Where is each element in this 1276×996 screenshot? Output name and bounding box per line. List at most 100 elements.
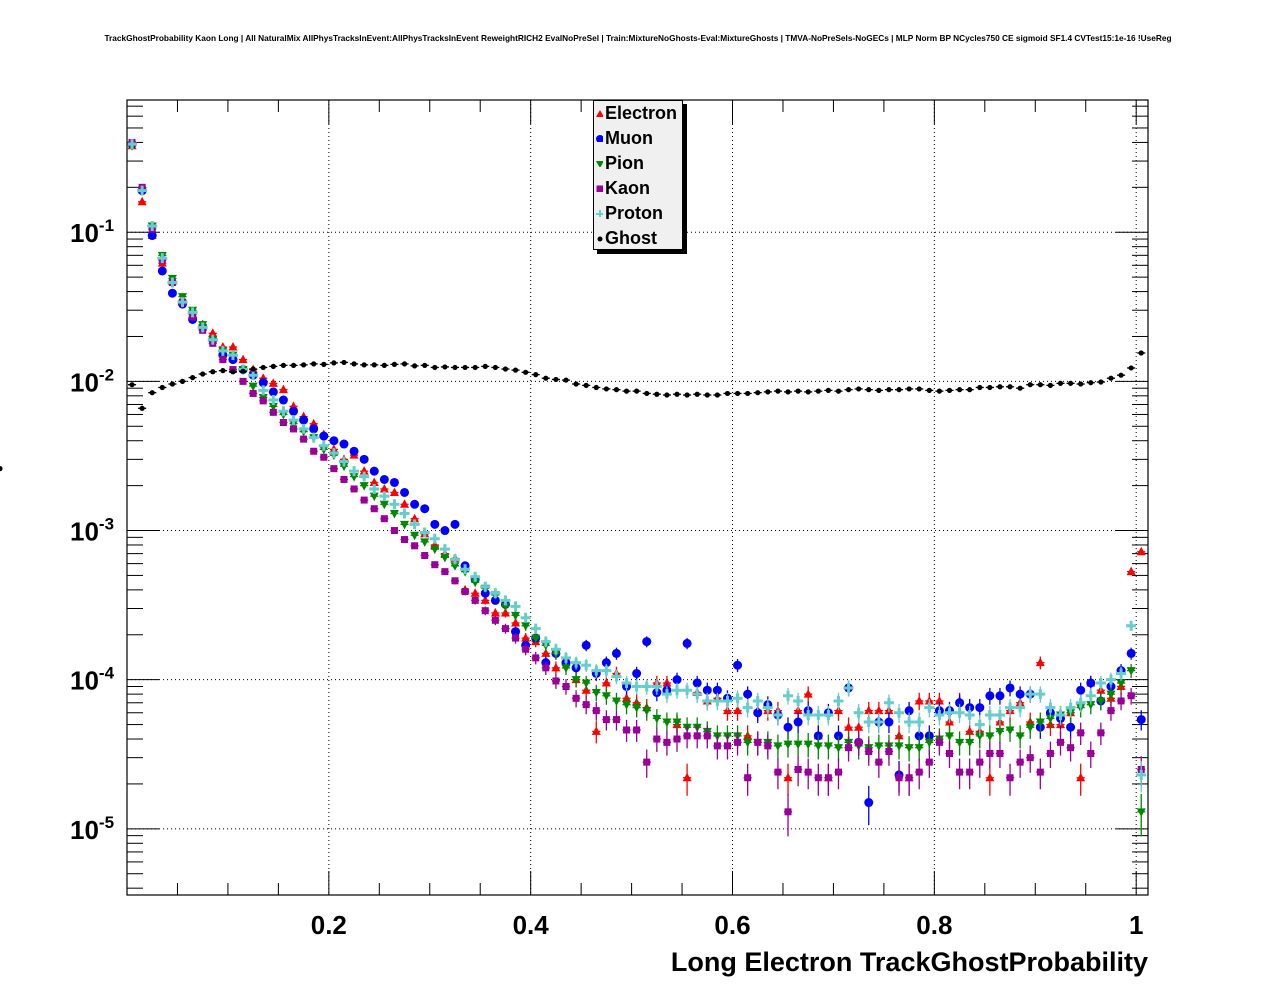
marker-triangle-down bbox=[1035, 718, 1045, 728]
marker-square bbox=[1107, 707, 1115, 715]
marker-triangle-up bbox=[985, 772, 995, 782]
marker-square bbox=[1087, 749, 1095, 757]
data-point bbox=[571, 672, 581, 688]
data-point bbox=[975, 699, 985, 718]
x-tick-labels: 0.2 0.4 0.6 0.8 1 bbox=[311, 910, 1144, 940]
marker-circle bbox=[319, 431, 329, 441]
legend: Electron Muon Pion Kaon Proton Ghost bbox=[593, 100, 683, 250]
marker-small-circle bbox=[674, 391, 680, 397]
marker-triangle-down bbox=[389, 510, 399, 519]
marker-small-circle bbox=[290, 362, 297, 368]
data-point bbox=[521, 643, 530, 656]
marker-square bbox=[411, 542, 419, 550]
marker-cross bbox=[399, 508, 410, 519]
marker-cross bbox=[934, 709, 945, 720]
data-point bbox=[693, 391, 702, 397]
marker-square bbox=[340, 475, 348, 483]
marker-small-circle bbox=[1128, 365, 1134, 371]
marker-small-circle bbox=[916, 386, 922, 392]
marker-circle bbox=[167, 288, 177, 298]
marker-small-circle bbox=[553, 376, 559, 383]
data-point bbox=[329, 436, 339, 446]
data-point bbox=[1126, 566, 1136, 576]
marker-triangle-down bbox=[1015, 732, 1025, 741]
marker-square bbox=[623, 726, 631, 734]
data-point bbox=[248, 370, 259, 381]
marker-triangle-down bbox=[430, 545, 440, 555]
marker-small-circle bbox=[442, 364, 448, 370]
data-point bbox=[915, 758, 924, 790]
marker-small-circle bbox=[815, 388, 821, 394]
marker-cross bbox=[470, 571, 481, 582]
data-point bbox=[1095, 675, 1106, 692]
marker-square bbox=[734, 738, 742, 746]
data-point bbox=[187, 307, 198, 318]
marker-triangle-up bbox=[914, 695, 924, 705]
data-point bbox=[642, 390, 651, 397]
data-point bbox=[713, 734, 722, 760]
data-point bbox=[772, 705, 783, 726]
data-point bbox=[400, 499, 410, 508]
marker-circle bbox=[601, 658, 611, 668]
marker-small-circle bbox=[977, 384, 983, 391]
marker-circle bbox=[490, 595, 500, 605]
data-point bbox=[551, 661, 561, 675]
data-point bbox=[713, 392, 722, 398]
marker-triangle-down bbox=[904, 744, 914, 753]
data-point bbox=[672, 728, 682, 752]
marker-small-circle bbox=[250, 366, 256, 372]
data-point bbox=[904, 736, 914, 762]
marker-circle bbox=[450, 519, 460, 529]
marker-cross bbox=[924, 702, 935, 713]
data-point bbox=[197, 322, 208, 333]
data-point bbox=[1116, 666, 1127, 681]
marker-small-circle bbox=[210, 369, 216, 375]
data-point bbox=[1005, 680, 1015, 697]
data-point bbox=[793, 692, 804, 711]
marker-circle bbox=[278, 395, 288, 405]
marker-small-circle bbox=[997, 384, 1003, 390]
data-point bbox=[632, 699, 642, 718]
marker-small-circle bbox=[412, 363, 418, 369]
marker-circle bbox=[1126, 648, 1136, 658]
data-point bbox=[178, 378, 187, 384]
data-point bbox=[360, 362, 369, 368]
data-point bbox=[299, 435, 308, 443]
marker-circle bbox=[339, 439, 349, 449]
marker-cross bbox=[1075, 697, 1086, 708]
marker-square bbox=[966, 768, 974, 776]
marker-small-circle bbox=[684, 392, 690, 398]
marker-small-circle bbox=[745, 390, 751, 397]
data-point bbox=[925, 387, 934, 393]
marker-triangle-down bbox=[420, 538, 430, 547]
data-point bbox=[248, 382, 258, 392]
data-point bbox=[258, 378, 268, 388]
y-tick-label: 10-1 bbox=[70, 216, 114, 248]
marker-triangle-down bbox=[521, 622, 531, 631]
marker-cross bbox=[379, 491, 390, 502]
marker-square bbox=[441, 568, 449, 576]
data-point bbox=[632, 388, 641, 394]
data-point bbox=[995, 384, 1004, 390]
marker-cross bbox=[752, 695, 763, 706]
data-point bbox=[440, 526, 450, 536]
marker-cross bbox=[429, 533, 440, 544]
data-point bbox=[1076, 763, 1086, 796]
marker-small-circle bbox=[785, 389, 791, 395]
data-point bbox=[419, 527, 430, 538]
data-point bbox=[1045, 699, 1056, 718]
data-point bbox=[1126, 620, 1137, 631]
marker-circle bbox=[632, 668, 642, 678]
marker-square bbox=[1117, 697, 1125, 705]
marker-cross bbox=[560, 652, 571, 663]
data-point bbox=[1016, 385, 1025, 391]
marker-cross bbox=[762, 702, 773, 713]
data-point bbox=[400, 361, 409, 367]
data-point bbox=[490, 588, 501, 599]
data-point bbox=[318, 440, 329, 451]
marker-triangle-down bbox=[944, 732, 954, 741]
marker-triangle-up bbox=[934, 695, 944, 705]
data-point bbox=[380, 362, 389, 368]
data-point bbox=[945, 741, 954, 769]
data-point bbox=[359, 482, 369, 491]
